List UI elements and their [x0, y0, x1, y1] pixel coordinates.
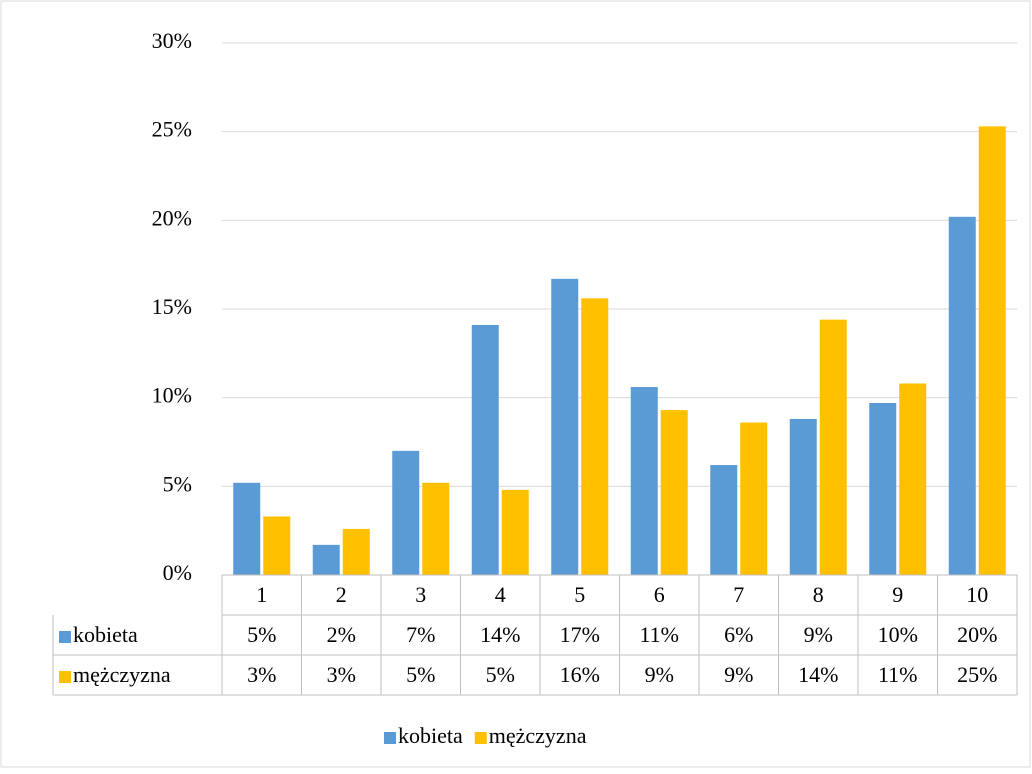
- table-value: 7%: [406, 622, 435, 647]
- table-value: 17%: [560, 622, 600, 647]
- table-series-name: kobieta: [73, 622, 138, 647]
- y-tick-label: 25%: [152, 117, 192, 142]
- legend-key: [384, 732, 396, 744]
- table-value: 14%: [798, 662, 838, 687]
- y-tick-label: 5%: [163, 471, 192, 496]
- table-value: 6%: [724, 622, 753, 647]
- bar: [551, 278, 579, 575]
- bar: [233, 482, 261, 575]
- bar: [312, 544, 340, 575]
- bar: [581, 298, 609, 575]
- x-tick-label: 9: [892, 582, 903, 607]
- y-tick-label: 0%: [163, 560, 192, 585]
- x-tick-label: 10: [966, 582, 988, 607]
- legend-key: [474, 732, 487, 744]
- x-tick-label: 1: [256, 582, 267, 607]
- y-tick-label: 30%: [152, 28, 192, 53]
- legend-key: [59, 631, 71, 643]
- table-value: 5%: [486, 662, 515, 687]
- bar: [789, 418, 817, 575]
- bar: [740, 422, 768, 575]
- y-tick-label: 15%: [152, 294, 192, 319]
- y-tick-label: 20%: [152, 205, 192, 230]
- x-tick-label: 2: [336, 582, 347, 607]
- bar: [501, 489, 529, 575]
- x-tick-label: 5: [574, 582, 585, 607]
- x-tick-label: 8: [813, 582, 824, 607]
- table-value: 9%: [645, 662, 674, 687]
- bar: [660, 410, 688, 575]
- table-value: 5%: [247, 622, 276, 647]
- bar: [948, 216, 976, 575]
- x-tick-label: 6: [654, 582, 665, 607]
- table-value: 25%: [957, 662, 997, 687]
- x-tick-label: 4: [495, 582, 506, 607]
- table-value: 2%: [327, 622, 356, 647]
- table-value: 11%: [639, 622, 679, 647]
- table-value: 20%: [957, 622, 997, 647]
- table-value: 11%: [878, 662, 918, 687]
- table-value: 3%: [327, 662, 356, 687]
- bar: [978, 126, 1006, 575]
- table-value: 9%: [724, 662, 753, 687]
- x-tick-label: 3: [415, 582, 426, 607]
- table-value: 9%: [804, 622, 833, 647]
- bar: [630, 387, 658, 575]
- bar: [899, 383, 927, 575]
- bar: [263, 516, 291, 575]
- y-tick-label: 10%: [152, 383, 192, 408]
- table-value: 14%: [480, 622, 520, 647]
- bar: [710, 465, 738, 575]
- bar: [422, 482, 450, 575]
- legend-label: mężczyzna: [489, 723, 587, 748]
- bar: [819, 319, 847, 575]
- bar: [392, 450, 420, 575]
- bar: [342, 528, 370, 575]
- table-value: 16%: [560, 662, 600, 687]
- table-value: 10%: [878, 622, 918, 647]
- legend-key: [59, 671, 71, 683]
- x-tick-label: 7: [733, 582, 744, 607]
- bar: [471, 324, 499, 575]
- bar: [869, 402, 897, 575]
- table-series-name: mężczyzna: [73, 662, 171, 687]
- table-value: 3%: [247, 662, 276, 687]
- table-value: 5%: [406, 662, 435, 687]
- legend-label: kobieta: [398, 723, 463, 748]
